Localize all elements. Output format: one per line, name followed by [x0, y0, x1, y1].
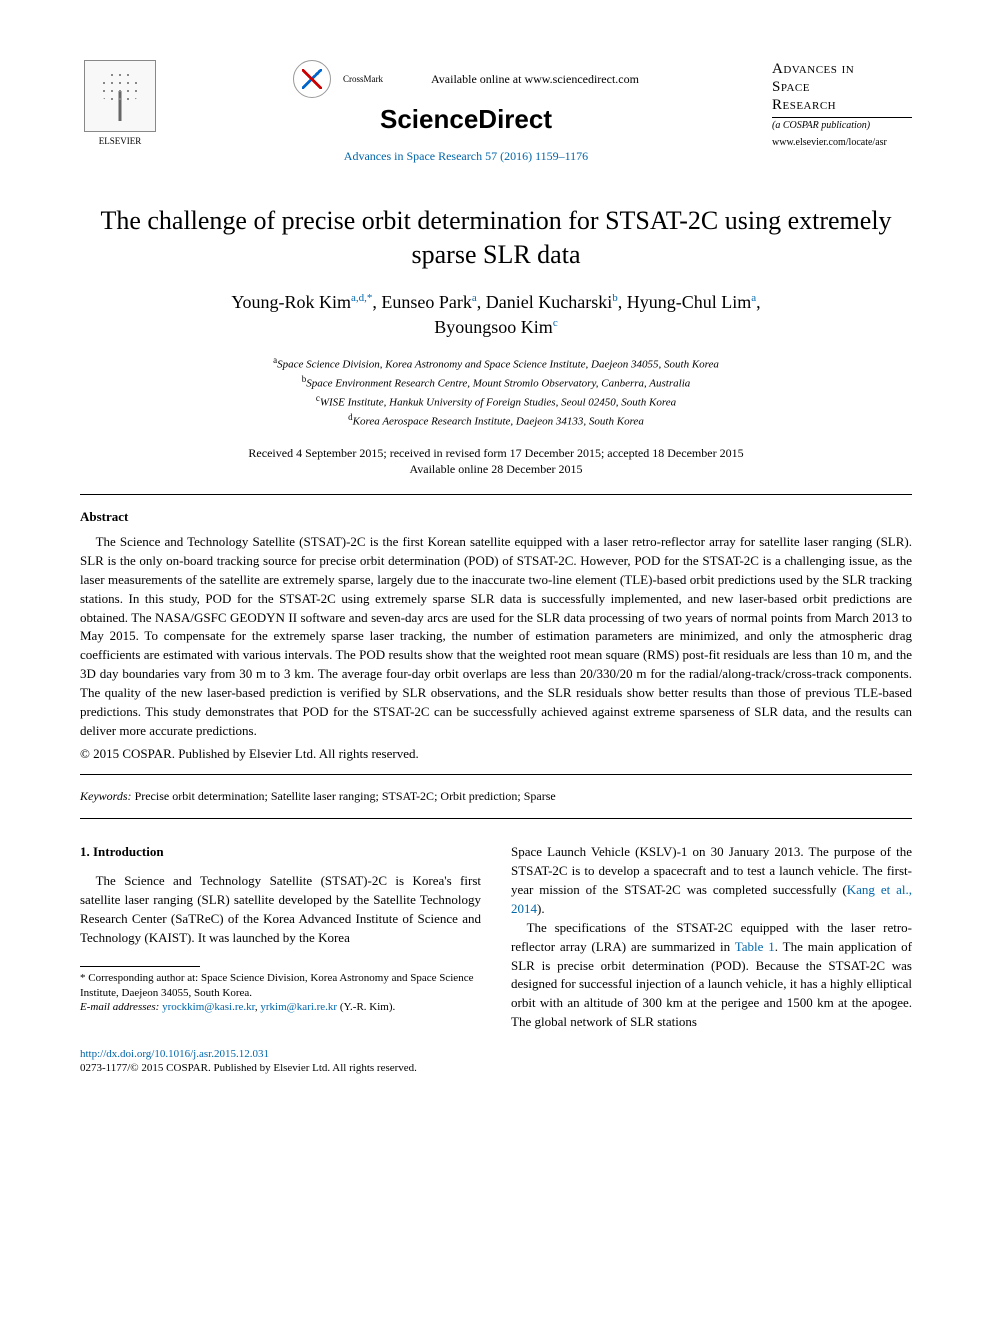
affiliation-a: Space Science Division, Korea Astronomy … — [277, 359, 719, 371]
available-online: Available online at www.sciencedirect.co… — [431, 72, 639, 86]
crossmark-label: CrossMark — [343, 74, 383, 84]
affiliations: aSpace Science Division, Korea Astronomy… — [80, 354, 912, 431]
crossmark-row: CrossMark Available online at www.scienc… — [180, 60, 752, 98]
intro-para-1: The Science and Technology Satellite (ST… — [80, 872, 481, 947]
author-1-aff: a,d,* — [351, 292, 372, 304]
page: ELSEVIER CrossMark Available online at w… — [0, 0, 992, 1114]
affiliation-b: Space Environment Research Centre, Mount… — [306, 378, 690, 390]
crossmark-icon[interactable] — [293, 60, 331, 98]
email-link-1[interactable]: yrockkim@kasi.re.kr — [162, 1001, 255, 1013]
abstract-label: Abstract — [80, 509, 912, 525]
journal-title-line2: Space — [772, 78, 912, 96]
divider — [80, 494, 912, 495]
author-3: Daniel Kucharski — [486, 292, 612, 312]
dates-line1: Received 4 September 2015; received in r… — [248, 446, 743, 460]
keywords-text: Precise orbit determination; Satellite l… — [132, 789, 556, 803]
elsevier-label: ELSEVIER — [80, 136, 160, 146]
divider — [80, 774, 912, 775]
section-heading-intro: 1. Introduction — [80, 843, 481, 862]
center-header: CrossMark Available online at www.scienc… — [160, 60, 772, 164]
journal-reference[interactable]: Advances in Space Research 57 (2016) 115… — [180, 149, 752, 164]
abstract-copyright: © 2015 COSPAR. Published by Elsevier Ltd… — [80, 746, 912, 762]
email-label: E-mail addresses: — [80, 1001, 159, 1013]
affiliation-d: Korea Aerospace Research Institute, Daej… — [353, 416, 644, 428]
corresponding-text: * Corresponding author at: Space Science… — [80, 972, 473, 999]
author-4: Hyung-Chul Lim — [627, 292, 752, 312]
authors: Young-Rok Kima,d,*, Eunseo Parka, Daniel… — [80, 290, 912, 340]
email-who: (Y.-R. Kim). — [337, 1001, 395, 1013]
author-5: Byoungsoo Kim — [434, 317, 553, 337]
author-2: Eunseo Park — [381, 292, 471, 312]
journal-title-line3: Research — [772, 96, 912, 114]
abstract-body: The Science and Technology Satellite (ST… — [80, 533, 912, 740]
journal-url[interactable]: www.elsevier.com/locate/asr — [772, 137, 912, 148]
table-1-link[interactable]: Table 1 — [735, 939, 775, 954]
journal-subtitle: (a COSPAR publication) — [772, 117, 912, 131]
header-row: ELSEVIER CrossMark Available online at w… — [80, 60, 912, 164]
keywords: Keywords: Precise orbit determination; S… — [80, 789, 912, 804]
author-1: Young-Rok Kim — [231, 292, 351, 312]
article-dates: Received 4 September 2015; received in r… — [80, 445, 912, 479]
footer-copyright: 0273-1177/© 2015 COSPAR. Published by El… — [80, 1062, 912, 1074]
affiliation-c: WISE Institute, Hankuk University of For… — [320, 397, 676, 409]
column-left: 1. Introduction The Science and Technolo… — [80, 843, 481, 1031]
doi-link[interactable]: http://dx.doi.org/10.1016/j.asr.2015.12.… — [80, 1048, 912, 1060]
elsevier-tree-icon — [84, 60, 156, 132]
journal-title-line1: Advances in — [772, 60, 912, 78]
email-link-2[interactable]: yrkim@kari.re.kr — [260, 1001, 337, 1013]
article-title: The challenge of precise orbit determina… — [80, 204, 912, 272]
corresponding-footnote: * Corresponding author at: Space Science… — [80, 971, 481, 1016]
dates-line2: Available online 28 December 2015 — [409, 462, 582, 476]
body-columns: 1. Introduction The Science and Technolo… — [80, 843, 912, 1031]
journal-box: Advances in Space Research (a COSPAR pub… — [772, 60, 912, 148]
column-right: Space Launch Vehicle (KSLV)-1 on 30 Janu… — [511, 843, 912, 1031]
intro-para-2: The specifications of the STSAT-2C equip… — [511, 919, 912, 1032]
keywords-label: Keywords: — [80, 789, 132, 803]
author-5-aff: c — [553, 317, 558, 329]
footnote-rule — [80, 966, 200, 967]
elsevier-logo: ELSEVIER — [80, 60, 160, 146]
divider — [80, 818, 912, 819]
intro-para-1-cont: Space Launch Vehicle (KSLV)-1 on 30 Janu… — [511, 843, 912, 918]
sciencedirect-logo: ScienceDirect — [180, 104, 752, 135]
